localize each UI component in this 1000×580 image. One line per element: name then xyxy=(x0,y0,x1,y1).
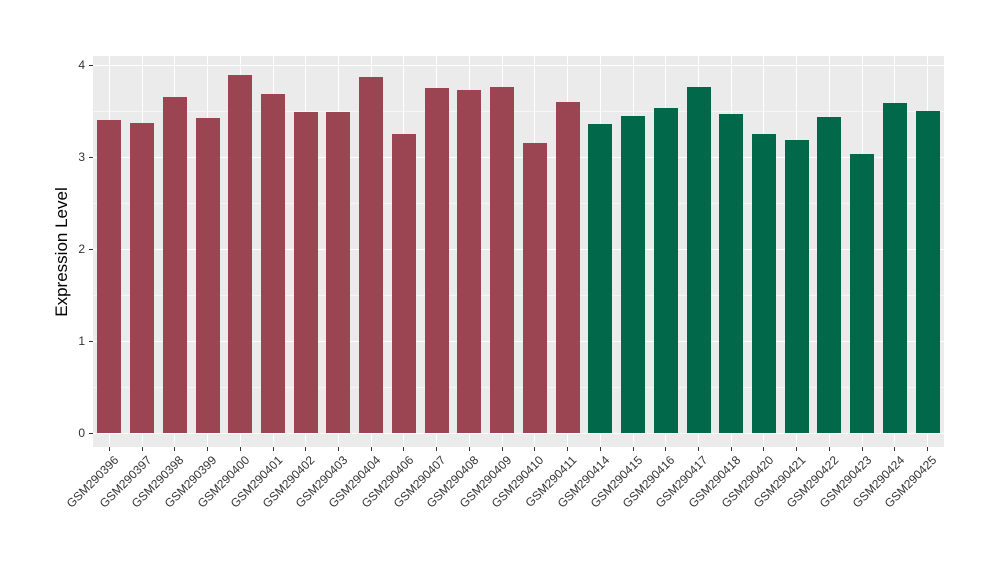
x-tick-mark xyxy=(796,447,798,451)
y-tick-label: 2 xyxy=(78,242,85,256)
y-tick-mark xyxy=(89,341,93,342)
bar xyxy=(916,111,940,433)
bar xyxy=(883,103,907,433)
y-tick-mark xyxy=(89,433,93,434)
y-tick-label: 4 xyxy=(78,58,85,72)
x-tick-mark xyxy=(108,447,110,451)
x-tick-mark xyxy=(698,447,700,451)
bar xyxy=(654,108,678,433)
y-tick-label: 3 xyxy=(78,150,85,164)
bar xyxy=(425,88,449,433)
bar xyxy=(621,116,645,433)
x-tick-mark xyxy=(599,447,601,451)
x-tick-mark xyxy=(534,447,536,451)
x-tick-mark xyxy=(927,447,929,451)
bar xyxy=(228,75,252,433)
bar xyxy=(687,87,711,433)
y-tick-mark xyxy=(89,249,93,250)
bar xyxy=(719,114,743,433)
x-tick-mark xyxy=(468,447,470,451)
grid-minor-line xyxy=(93,387,944,388)
y-tick-mark xyxy=(89,157,93,158)
x-tick-mark xyxy=(403,447,405,451)
x-tick-mark xyxy=(861,447,863,451)
x-tick-mark xyxy=(665,447,667,451)
y-tick-label: 0 xyxy=(78,426,85,440)
x-tick-mark xyxy=(894,447,896,451)
x-tick-mark xyxy=(174,447,176,451)
grid-major-line xyxy=(93,65,944,66)
bar xyxy=(556,102,580,433)
bar xyxy=(261,94,285,433)
grid-minor-line xyxy=(93,111,944,112)
x-tick-mark xyxy=(730,447,732,451)
x-tick-mark xyxy=(763,447,765,451)
grid-minor-line xyxy=(93,203,944,204)
x-tick-mark xyxy=(501,447,503,451)
x-tick-mark xyxy=(828,447,830,451)
x-tick-mark xyxy=(337,447,339,451)
grid-major-line xyxy=(93,433,944,434)
bar xyxy=(523,143,547,433)
bar xyxy=(163,97,187,433)
bar xyxy=(817,117,841,433)
bar xyxy=(752,134,776,433)
bar xyxy=(326,112,350,433)
bar xyxy=(359,77,383,433)
bar xyxy=(490,87,514,433)
plot-panel xyxy=(93,56,944,447)
bar xyxy=(588,124,612,433)
x-tick-mark xyxy=(305,447,307,451)
x-tick-mark xyxy=(632,447,634,451)
bar xyxy=(97,120,121,433)
x-tick-mark xyxy=(567,447,569,451)
x-tick-mark xyxy=(436,447,438,451)
bar xyxy=(850,154,874,433)
x-tick-mark xyxy=(239,447,241,451)
bar xyxy=(392,134,416,433)
y-tick-label: 1 xyxy=(78,334,85,348)
bar xyxy=(196,118,220,433)
grid-major-line xyxy=(93,341,944,342)
bar xyxy=(130,123,154,433)
grid-minor-line xyxy=(93,295,944,296)
x-tick-mark xyxy=(207,447,209,451)
grid-major-line xyxy=(93,157,944,158)
x-tick-mark xyxy=(370,447,372,451)
x-tick-mark xyxy=(272,447,274,451)
grid-major-line xyxy=(93,249,944,250)
bar xyxy=(785,140,809,433)
x-tick-mark xyxy=(141,447,143,451)
bar xyxy=(457,90,481,433)
y-tick-mark xyxy=(89,65,93,66)
bar xyxy=(294,112,318,433)
